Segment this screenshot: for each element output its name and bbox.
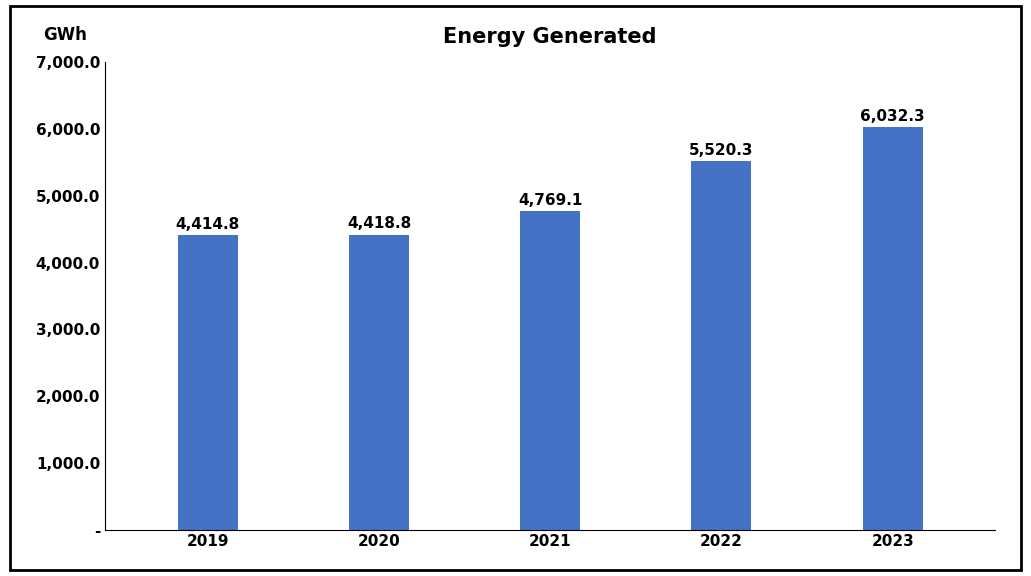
Bar [177, 235, 238, 529]
Bar [521, 211, 580, 529]
Bar [863, 127, 923, 529]
Text: 4,418.8: 4,418.8 [346, 216, 411, 231]
Bar [692, 161, 752, 529]
Bar [348, 234, 409, 529]
Text: 4,769.1: 4,769.1 [518, 193, 583, 208]
Text: 4,414.8: 4,414.8 [175, 217, 240, 232]
Text: 5,520.3: 5,520.3 [689, 143, 754, 158]
Title: Energy Generated: Energy Generated [443, 27, 657, 47]
Text: GWh: GWh [42, 25, 87, 44]
Text: 6,032.3: 6,032.3 [860, 108, 925, 123]
